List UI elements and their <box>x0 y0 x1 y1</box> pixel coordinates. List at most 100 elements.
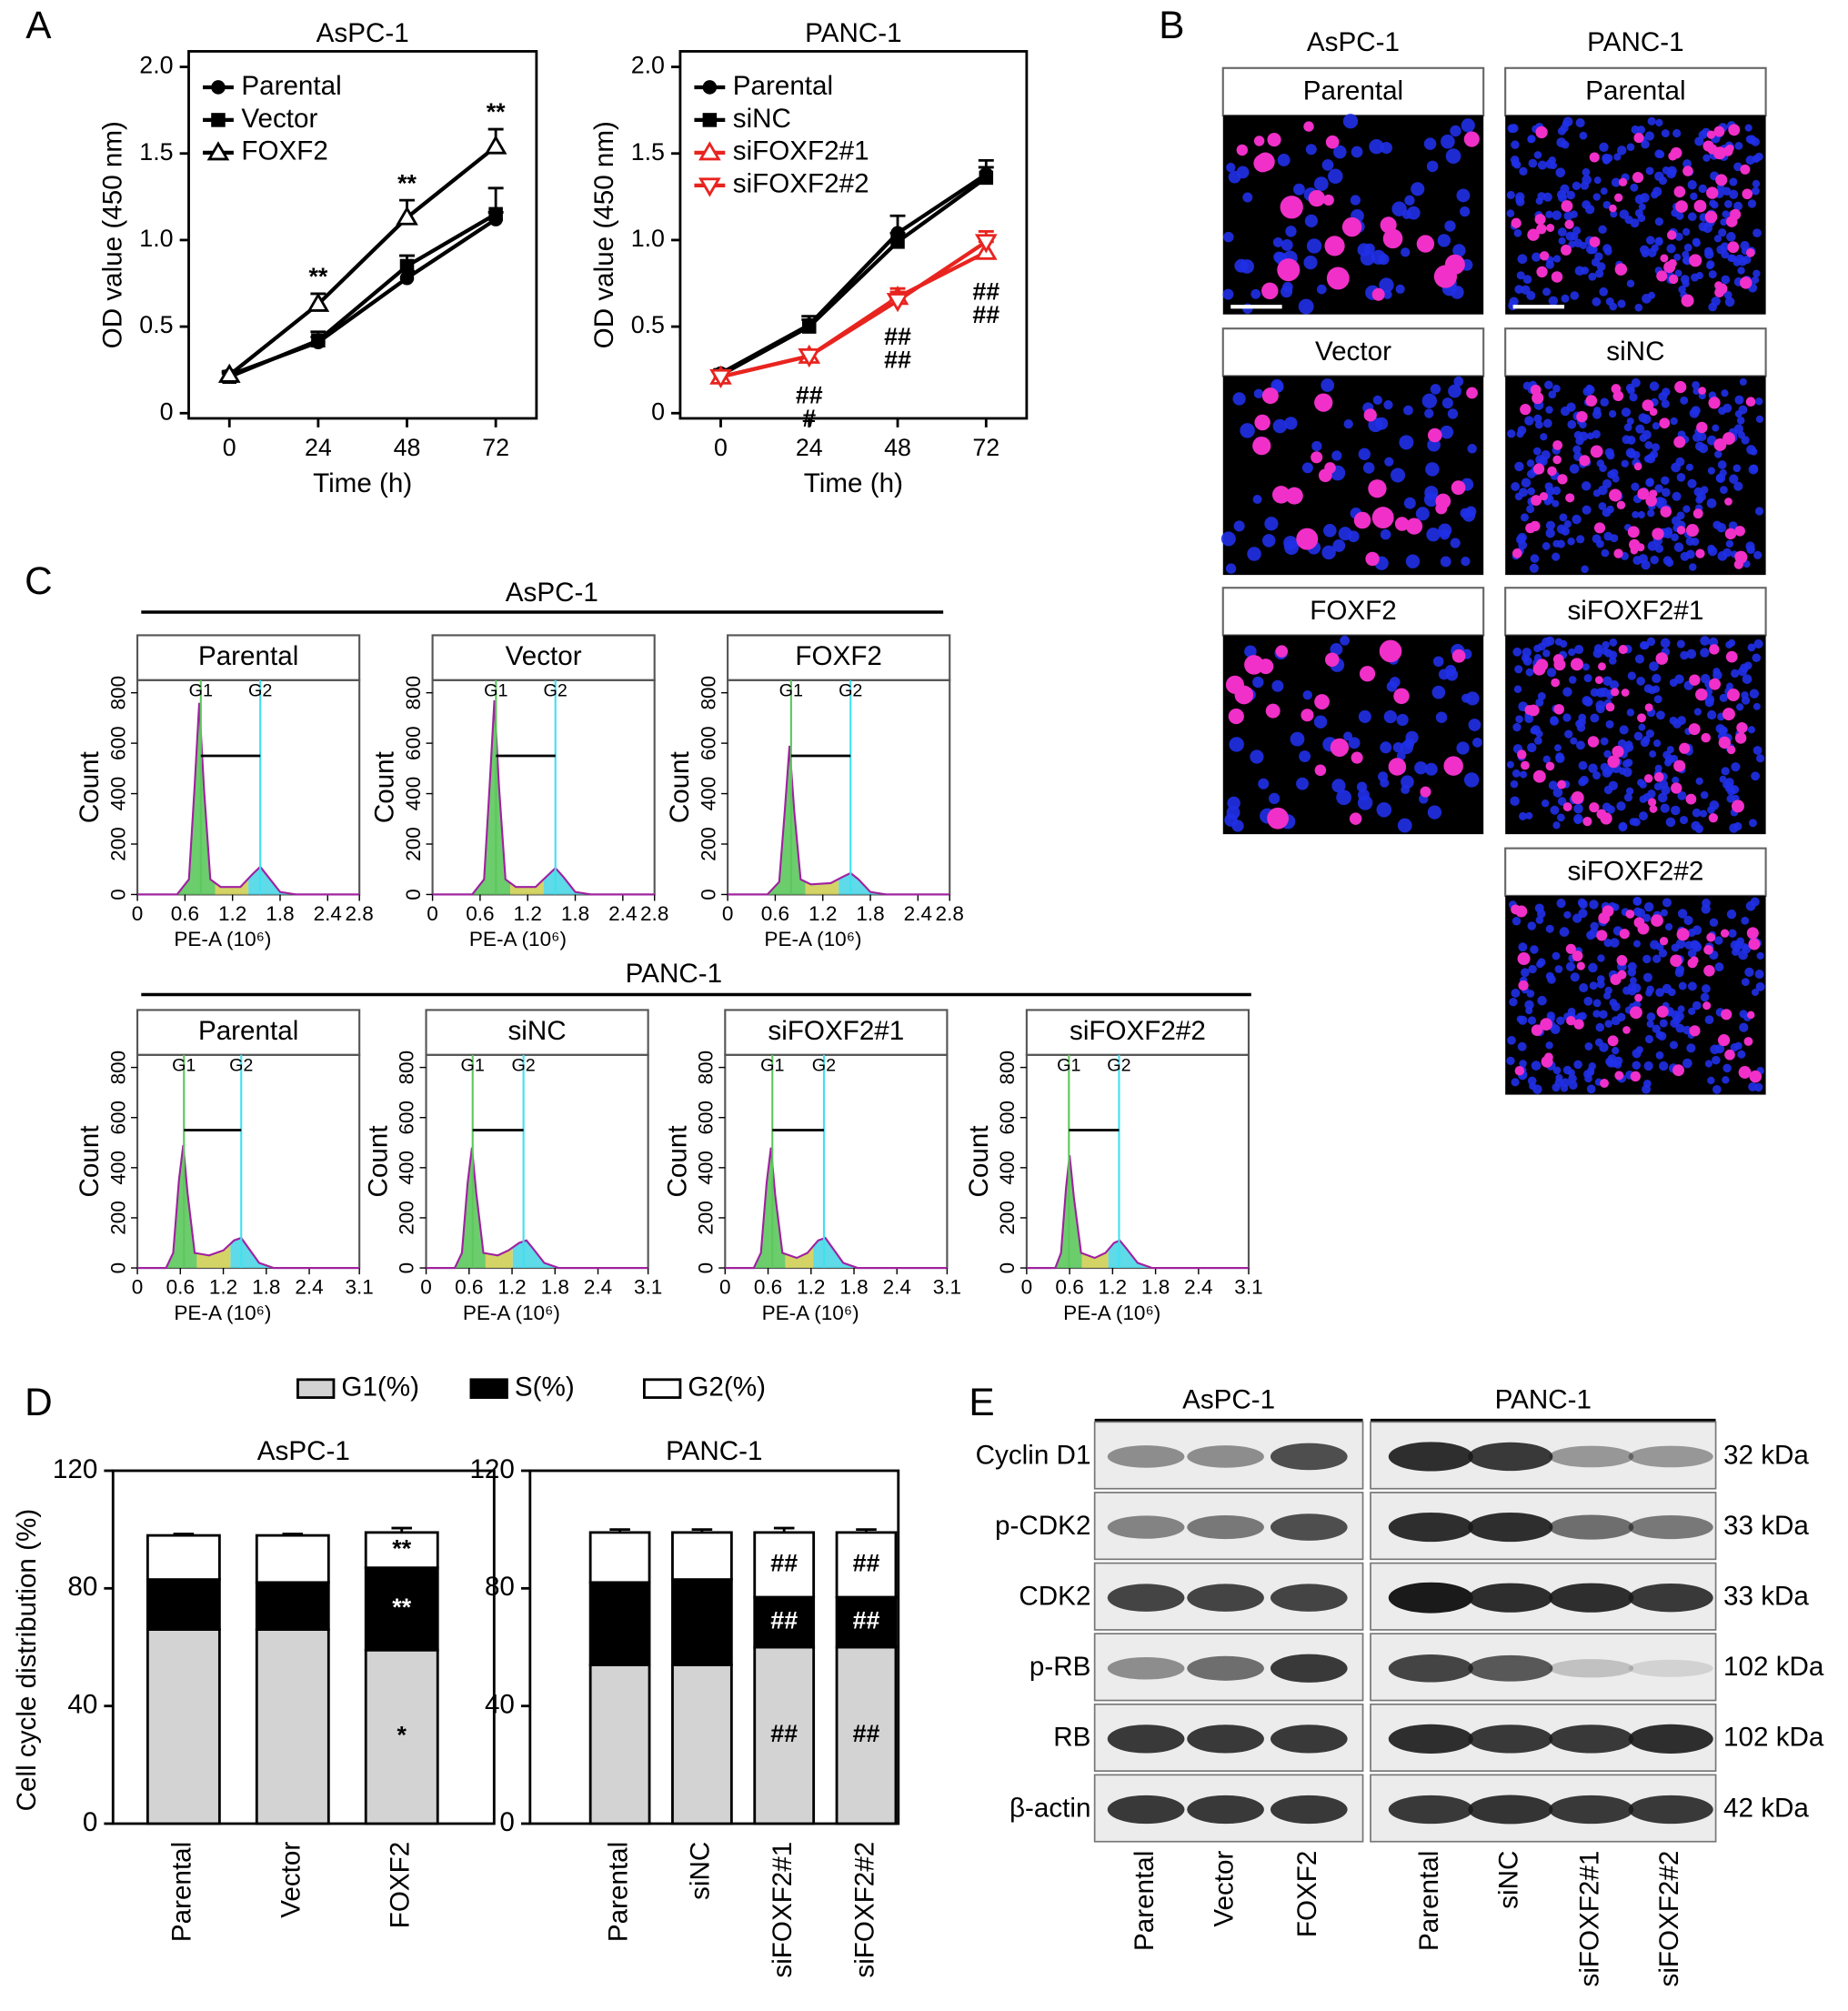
nucleus <box>1717 460 1727 469</box>
edu-cell <box>1552 654 1564 665</box>
nucleus <box>1313 176 1329 192</box>
edu-cell <box>1659 417 1671 429</box>
nucleus <box>1707 467 1715 475</box>
nucleus <box>1441 397 1453 409</box>
nucleus <box>1582 481 1592 491</box>
edu-cell <box>1521 760 1530 770</box>
histogram-outline <box>432 699 655 896</box>
tile-label: Parental <box>1585 75 1685 106</box>
nucleus <box>1648 686 1657 695</box>
edu-cell <box>1536 223 1547 235</box>
nucleus <box>1299 750 1311 762</box>
tile-label: siNC <box>1606 337 1664 367</box>
nucleus <box>1671 805 1681 816</box>
size-label: 42 kDa <box>1723 1793 1809 1823</box>
edu-cell <box>1520 403 1532 416</box>
edu-cell <box>1593 522 1606 534</box>
edu-cell <box>1265 703 1281 719</box>
nucleus <box>1671 208 1679 217</box>
edu-cell <box>1740 164 1751 175</box>
nucleus <box>1588 272 1597 281</box>
nucleus <box>1414 761 1428 775</box>
nucleus <box>1403 497 1416 509</box>
edu-cell <box>1566 1016 1576 1026</box>
nucleus <box>1556 813 1565 822</box>
plot-frame <box>724 1053 949 1270</box>
nucleus <box>1351 146 1363 158</box>
edu-cell <box>1582 817 1592 827</box>
title-box <box>431 634 656 681</box>
edu-cell <box>1552 440 1563 450</box>
nucleus <box>1575 719 1583 729</box>
edu-cell <box>1629 538 1641 550</box>
nucleus <box>1562 119 1570 127</box>
edu-cell <box>1382 228 1403 249</box>
nucleus <box>1583 674 1592 683</box>
x-axis-label: Time (h) <box>804 468 903 498</box>
nucleus <box>1734 1041 1743 1051</box>
edu-cell <box>1682 166 1693 176</box>
edu-cell <box>1420 786 1431 798</box>
edu-cell <box>1727 241 1740 254</box>
nucleus <box>1631 482 1640 491</box>
edu-cell <box>1637 713 1646 723</box>
edu-cell <box>1561 244 1572 256</box>
nucleus <box>1525 668 1534 677</box>
nucleus <box>1589 900 1599 910</box>
nucleus <box>1561 294 1570 303</box>
nucleus <box>1619 209 1630 219</box>
annotation: ** <box>392 1594 411 1621</box>
nucleus <box>1427 805 1442 819</box>
nucleus <box>1537 691 1546 700</box>
nucleus <box>1646 637 1656 647</box>
edu-cell <box>1701 732 1711 743</box>
y-tick-label: 800 <box>402 676 425 710</box>
edu-cell <box>1551 678 1561 688</box>
edu-cell <box>1673 436 1686 448</box>
nucleus <box>1599 1010 1608 1019</box>
band <box>1270 1654 1348 1683</box>
nucleus <box>1726 786 1736 796</box>
edu-cell <box>1703 965 1715 977</box>
legend-label: siNC <box>733 104 791 134</box>
edu-cell <box>1427 427 1442 443</box>
nucleus <box>1613 153 1622 161</box>
nucleus <box>1611 1001 1621 1011</box>
edu-cell <box>1267 133 1281 147</box>
edu-cell <box>1314 393 1333 412</box>
nucleus <box>1602 802 1612 812</box>
band <box>1107 1515 1185 1539</box>
nucleus <box>1671 943 1680 952</box>
nucleus <box>1729 474 1739 484</box>
nucleus <box>1535 196 1543 206</box>
x-tick-label: 1.8 <box>856 902 884 925</box>
edu-cell <box>1301 709 1314 722</box>
annotation: ## <box>884 323 911 350</box>
nucleus <box>1426 528 1441 542</box>
x-tick-label: 2.4 <box>295 1276 323 1299</box>
edu-cell <box>1365 551 1380 567</box>
nucleus <box>1604 986 1612 995</box>
size-label: 102 kDa <box>1723 1652 1824 1682</box>
edu-cell <box>1676 526 1686 535</box>
nucleus <box>1386 680 1398 692</box>
edu-cell <box>1734 551 1745 562</box>
nucleus <box>1743 560 1751 568</box>
phase-fill <box>432 699 511 895</box>
nucleus <box>1269 792 1281 804</box>
marker <box>217 363 241 383</box>
nucleus <box>1649 661 1659 671</box>
nucleus <box>1273 251 1285 263</box>
edu-cell <box>1393 688 1410 705</box>
nucleus <box>1719 693 1728 702</box>
edu-cell <box>1611 688 1620 697</box>
y-tick-label: 0 <box>996 1262 1019 1274</box>
nucleus <box>1535 698 1544 707</box>
nucleus <box>1601 548 1610 558</box>
nucleus <box>1528 158 1538 168</box>
edu-cell <box>1244 655 1264 675</box>
nucleus <box>1654 217 1663 226</box>
panel-label: B <box>1159 4 1184 46</box>
nucleus <box>1701 904 1711 914</box>
nucleus <box>1739 377 1747 386</box>
